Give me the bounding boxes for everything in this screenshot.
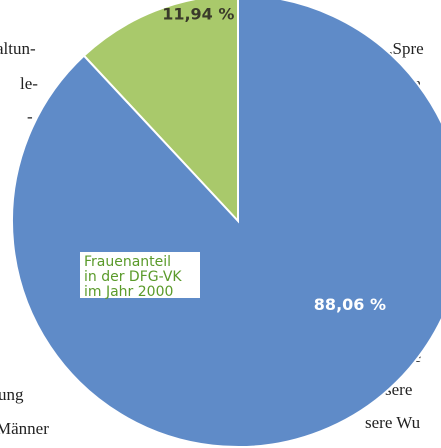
annotation-line: in der DFG-VK bbox=[84, 269, 182, 285]
annotation-line: Frauenanteil bbox=[84, 254, 171, 270]
value-label: 11,94 % bbox=[162, 4, 234, 23]
text-fragment: sere Wu bbox=[365, 413, 421, 432]
value-label: 88,06 % bbox=[314, 295, 386, 314]
text-fragment: Männer bbox=[0, 419, 49, 438]
pie-slice bbox=[82, 0, 239, 224]
text-fragment: altun- bbox=[0, 39, 36, 58]
text-fragment: le- bbox=[20, 74, 38, 93]
pie-slice bbox=[11, 0, 441, 448]
annotation-box bbox=[80, 252, 200, 298]
text-fragment: „Spre bbox=[385, 39, 424, 58]
annotation-line: im Jahr 2000 bbox=[84, 284, 173, 300]
text-fragment: ung bbox=[0, 385, 24, 404]
text-fragment: - bbox=[27, 107, 33, 126]
